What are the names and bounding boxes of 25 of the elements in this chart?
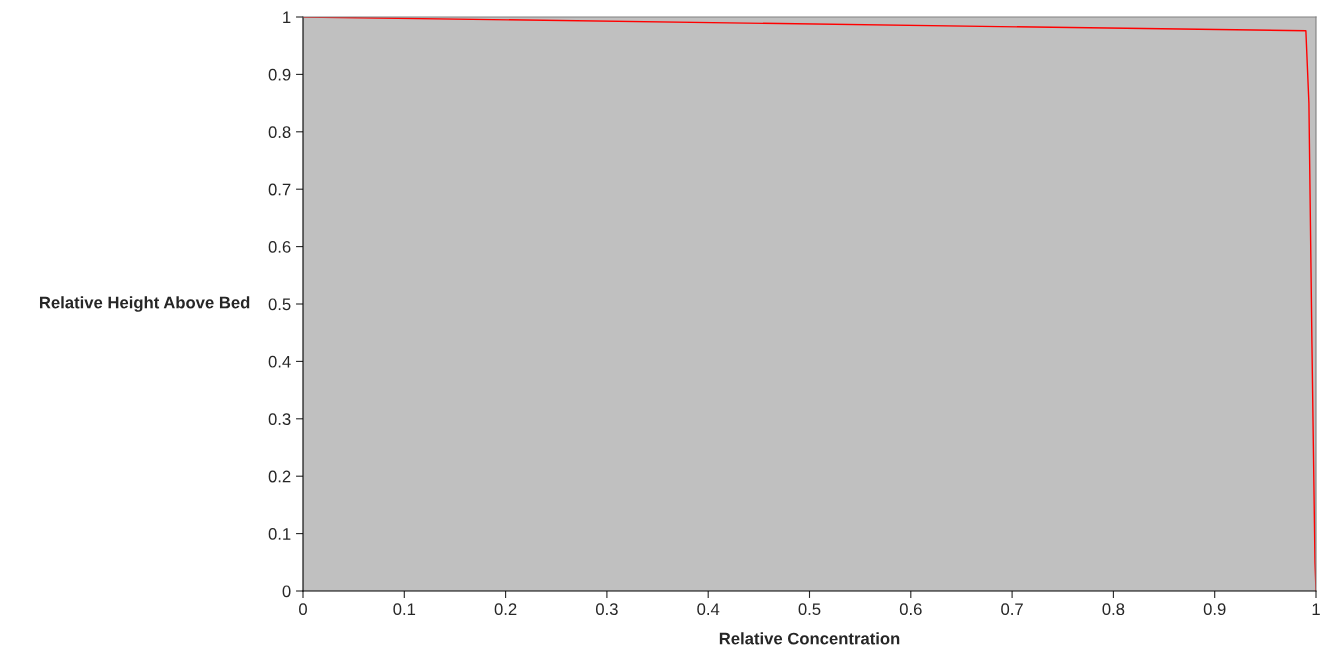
x-tick-label: 0.2 [494, 603, 517, 616]
y-tick-label: 0.8 [268, 126, 291, 138]
x-tick-label: 0.7 [1001, 603, 1023, 616]
y-tick-label: 1 [283, 11, 291, 24]
x-tick-label: 1 [1312, 603, 1320, 615]
x-tick-label: 0.5 [798, 603, 821, 616]
y-tick-label: 0.1 [268, 528, 291, 540]
y-tick-label: 0 [282, 585, 291, 598]
y-tick-label: 0.5 [268, 298, 291, 311]
y-axis-title: Relative Height Above Bed [39, 296, 250, 312]
x-tick-label: 0.8 [1102, 603, 1125, 616]
line-series [303, 17, 1316, 591]
x-tick-label: 0.9 [1203, 603, 1226, 616]
x-tick-label: 0.4 [697, 603, 720, 616]
x-axis-title: Relative Concentration [719, 632, 900, 645]
x-tick-label: 0.6 [899, 603, 922, 616]
y-tick-label: 0.7 [268, 183, 291, 196]
y-tick-label: 0.6 [268, 241, 291, 253]
x-tick-label: 0 [299, 603, 307, 616]
x-tick-label: 0.1 [393, 603, 416, 616]
x-tick-label: 0.3 [595, 603, 618, 616]
y-tick-label: 0.2 [268, 470, 291, 483]
y-tick-label: 0.4 [268, 355, 291, 368]
y-tick-label: 0.9 [268, 68, 291, 81]
y-tick-label: 0.3 [268, 413, 291, 425]
